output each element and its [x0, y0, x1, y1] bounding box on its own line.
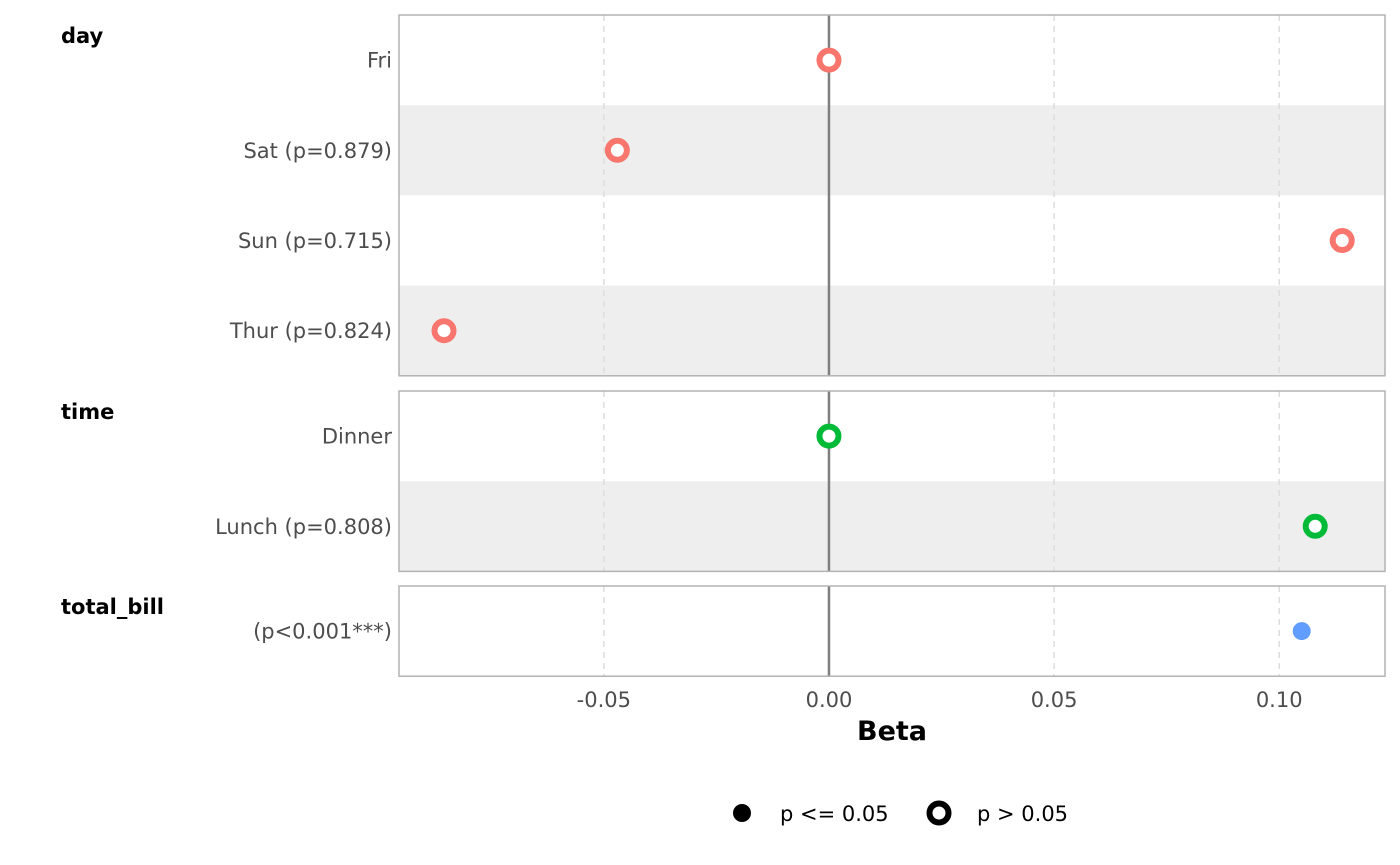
group-label: day — [61, 24, 104, 48]
panel-border — [398, 390, 1386, 573]
group-labels: day time total_bill — [61, 24, 164, 619]
x-tick-label: 0.00 — [806, 688, 853, 712]
row-label: Lunch (p=0.808) — [215, 515, 392, 539]
panel-border — [398, 14, 1386, 377]
group-label: total_bill — [61, 595, 164, 619]
data-point — [431, 318, 457, 344]
x-tick-label: 0.10 — [1256, 688, 1303, 712]
row-label: Dinner — [322, 425, 393, 449]
x-axis-title: Beta — [857, 716, 927, 747]
row-label: Sun (p=0.715) — [238, 229, 392, 253]
x-tick-label: -0.05 — [577, 688, 631, 712]
x-tick-label: 0.05 — [1031, 688, 1078, 712]
data-points — [431, 47, 1355, 641]
grid-lines — [603, 15, 1280, 677]
row-stripes — [399, 105, 1385, 572]
data-point — [816, 47, 842, 73]
legend-label: p <= 0.05 — [780, 802, 889, 826]
data-point — [1329, 228, 1355, 253]
data-point — [1292, 622, 1311, 641]
panel-border — [398, 585, 1386, 677]
row-stripe — [399, 105, 1385, 196]
row-labels: Fri Sat (p=0.879) Sun (p=0.715) Thur (p=0.8… — [215, 49, 392, 644]
row-label: Thur (p=0.824) — [229, 319, 392, 343]
panel-borders — [398, 14, 1386, 677]
group-label: time — [61, 400, 114, 424]
data-point — [1302, 513, 1328, 539]
x-axis-ticks: -0.05 0.00 0.05 0.10 — [577, 688, 1303, 712]
row-stripe — [399, 481, 1385, 572]
legend-label: p > 0.05 — [977, 802, 1068, 826]
row-stripe — [399, 285, 1385, 376]
legend-symbol-hollow — [926, 800, 952, 826]
row-label: Sat (p=0.879) — [243, 139, 392, 163]
row-label: (p<0.001***) — [253, 620, 392, 644]
data-point — [604, 137, 630, 163]
data-point — [816, 423, 842, 449]
legend-symbol-filled — [733, 804, 751, 822]
legend: p <= 0.05 p > 0.05 — [733, 800, 1068, 826]
row-label: Fri — [367, 49, 392, 73]
